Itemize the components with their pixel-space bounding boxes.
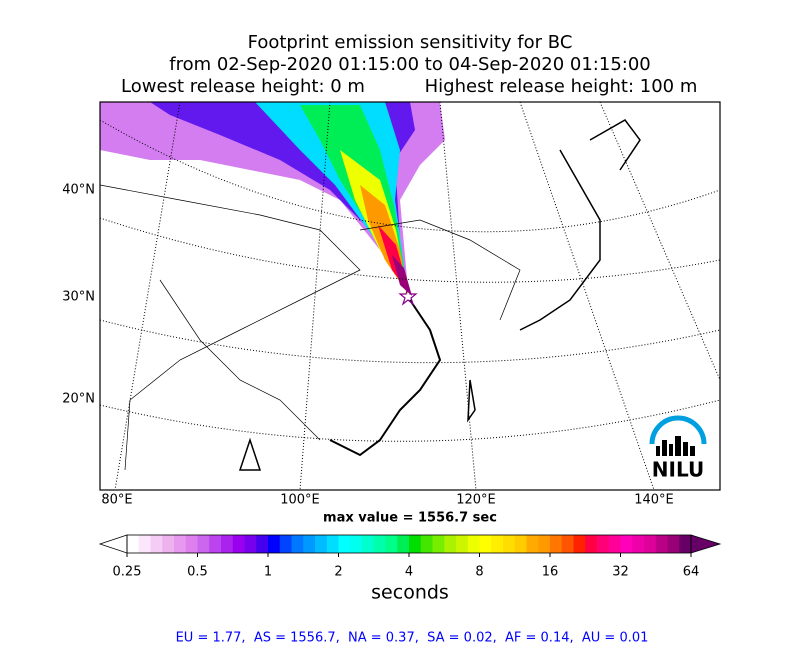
colorbar-segment: [221, 535, 234, 553]
logo-text: NILU: [652, 458, 704, 482]
colorbar-segment: [491, 535, 504, 553]
colorbar-arrow: [690, 534, 722, 554]
colorbar-segment: [279, 535, 292, 553]
colorbar-segment: [644, 535, 657, 553]
colorbar-tick-label: 32: [612, 565, 629, 580]
colorbar-segment: [162, 535, 175, 553]
colorbar-arrow: [98, 534, 128, 554]
colorbar-segment: [585, 535, 598, 553]
colorbar-segment: [420, 535, 433, 553]
title-line: Footprint emission sensitivity for BC: [248, 32, 573, 53]
colorbar-segment: [514, 535, 527, 553]
highest-release: Highest release height: 100 m: [425, 76, 698, 97]
map-area: NILU: [100, 102, 720, 490]
lon-label: 120°E: [456, 493, 496, 508]
colorbar-segment: [679, 535, 692, 553]
colorbar: 0.25 0.5 1 2 4 8 16 32 64: [98, 534, 722, 580]
colorbar-tick-label: 16: [542, 565, 559, 580]
lon-label: 100°E: [280, 493, 320, 508]
colorbar-segment: [573, 535, 586, 553]
colorbar-segment: [385, 535, 398, 553]
colorbar-segment: [479, 535, 492, 553]
colorbar-segment: [291, 535, 304, 553]
colorbar-segment: [338, 535, 351, 553]
coastline: [100, 119, 641, 471]
lat-label: 20°N: [62, 392, 95, 407]
colorbar-segment: [597, 535, 610, 553]
colorbar-segment: [526, 535, 539, 553]
colorbar-segment: [409, 535, 422, 553]
colorbar-segment: [303, 535, 316, 553]
colorbar-segment: [197, 535, 210, 553]
colorbar-segment: [350, 535, 363, 553]
colorbar-segment: [467, 535, 480, 553]
max-value: max value = 1556.7 sec: [323, 511, 497, 526]
colorbar-tick-label: 64: [683, 565, 700, 580]
colorbar-tick-label: 8: [475, 565, 483, 580]
colorbar-tick-label: 2: [334, 565, 342, 580]
colorbar-tick-label: 1: [264, 565, 272, 580]
map-frame: [99, 101, 721, 491]
colorbar-segment: [456, 535, 469, 553]
colorbar-segment: [138, 535, 151, 553]
colorbar-segment: [503, 535, 516, 553]
colorbar-segment: [561, 535, 574, 553]
lon-label: 140°E: [634, 493, 674, 508]
colorbar-segment: [209, 535, 222, 553]
colorbar-segment: [620, 535, 633, 553]
colorbar-segment: [362, 535, 375, 553]
colorbar-segment: [326, 535, 339, 553]
colorbar-segment: [444, 535, 457, 553]
colorbar-segment: [244, 535, 257, 553]
colorbar-tick-label: 0.5: [187, 565, 208, 580]
lowest-release: Lowest release height: 0 m: [121, 76, 365, 97]
title-line: from 02-Sep-2020 01:15:00 to 04-Sep-2020…: [169, 54, 651, 75]
plume: [392, 255, 412, 296]
colorbar-segment: [373, 535, 386, 553]
colorbar-segment: [608, 535, 621, 553]
colorbar-tick-label: 4: [405, 565, 413, 580]
logo: NILU: [649, 415, 707, 482]
colorbar-segment: [150, 535, 163, 553]
colorbar-segment: [256, 535, 269, 553]
colorbar-segment: [538, 535, 551, 553]
colorbar-segment: [127, 535, 140, 553]
colorbar-segment: [632, 535, 645, 553]
colorbar-segment: [397, 535, 410, 553]
colorbar-segment: [185, 535, 198, 553]
region-stats: EU = 1.77, AS = 1556.7, NA = 0.37, SA = …: [176, 631, 649, 646]
colorbar-label: seconds: [371, 582, 449, 604]
lat-label: 40°N: [62, 183, 95, 198]
colorbar-segment: [432, 535, 445, 553]
colorbar-segment: [268, 535, 281, 553]
colorbar-segment: [174, 535, 187, 553]
colorbar-segment: [315, 535, 328, 553]
colorbar-segment: [655, 535, 668, 553]
colorbar-segment: [667, 535, 680, 553]
plume: [300, 105, 408, 294]
colorbar-segment: [550, 535, 563, 553]
lat-label: 30°N: [62, 290, 95, 305]
colorbar-segment: [232, 535, 245, 553]
source-marker: [398, 286, 418, 306]
lon-label: 80°E: [101, 493, 132, 508]
colorbar-tick-label: 0.25: [113, 565, 142, 580]
